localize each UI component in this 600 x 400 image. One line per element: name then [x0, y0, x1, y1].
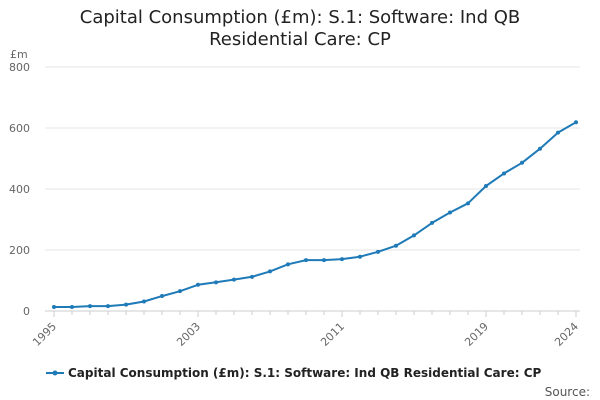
x-tick-label: 2024	[552, 320, 581, 349]
data-point[interactable]	[286, 262, 290, 267]
data-point[interactable]	[178, 289, 182, 294]
data-point[interactable]	[232, 277, 236, 282]
data-point[interactable]	[52, 305, 56, 310]
chart-title: Capital Consumption (£m): S.1: Software:…	[0, 7, 600, 51]
data-point[interactable]	[538, 146, 542, 151]
data-point[interactable]	[340, 257, 344, 262]
data-point[interactable]	[448, 210, 452, 215]
series-layer	[52, 120, 578, 310]
data-point[interactable]	[88, 304, 92, 309]
data-point[interactable]	[214, 280, 218, 285]
y-tick-label: 0	[23, 305, 30, 318]
data-point[interactable]	[304, 258, 308, 263]
data-point[interactable]	[520, 160, 524, 165]
data-point[interactable]	[124, 302, 128, 307]
series-line	[54, 121, 577, 308]
legend-label[interactable]: Capital Consumption (£m): S.1: Software:…	[68, 366, 541, 380]
data-point[interactable]	[250, 274, 254, 279]
data-point[interactable]	[502, 171, 506, 176]
x-tick-label: 1995	[30, 320, 59, 349]
x-tick-label: 2003	[174, 320, 203, 349]
y-tick-label: 800	[9, 61, 30, 74]
data-point[interactable]	[574, 120, 578, 125]
data-point[interactable]	[412, 233, 416, 238]
data-point[interactable]	[106, 304, 110, 309]
gridlines	[45, 66, 580, 251]
y-tick-label: 600	[9, 122, 30, 135]
data-point[interactable]	[556, 130, 560, 135]
y-tick-label: 200	[9, 244, 30, 257]
data-point[interactable]	[322, 258, 326, 263]
data-point[interactable]	[394, 243, 398, 248]
y-axis-unit-label: £m	[10, 48, 28, 61]
data-point[interactable]	[358, 254, 362, 259]
data-point[interactable]	[196, 282, 200, 287]
data-point[interactable]	[160, 294, 164, 299]
data-point[interactable]	[268, 269, 272, 274]
x-tick-label: 2019	[462, 320, 491, 349]
data-point[interactable]	[430, 220, 434, 225]
source-label: Source:	[545, 385, 590, 399]
data-point[interactable]	[142, 299, 146, 304]
chart-title-line-1: Capital Consumption (£m): S.1: Software:…	[79, 7, 521, 28]
data-point[interactable]	[484, 183, 488, 188]
data-point[interactable]	[376, 249, 380, 254]
data-point[interactable]	[70, 305, 74, 310]
x-tick-label: 2011	[318, 320, 347, 349]
y-tick-label: 400	[9, 183, 30, 196]
chart-title-line-2: Residential Care: CP	[209, 29, 391, 50]
data-point[interactable]	[466, 201, 470, 206]
legend-swatch-marker	[52, 370, 58, 376]
legend[interactable]: Capital Consumption (£m): S.1: Software:…	[46, 366, 541, 380]
